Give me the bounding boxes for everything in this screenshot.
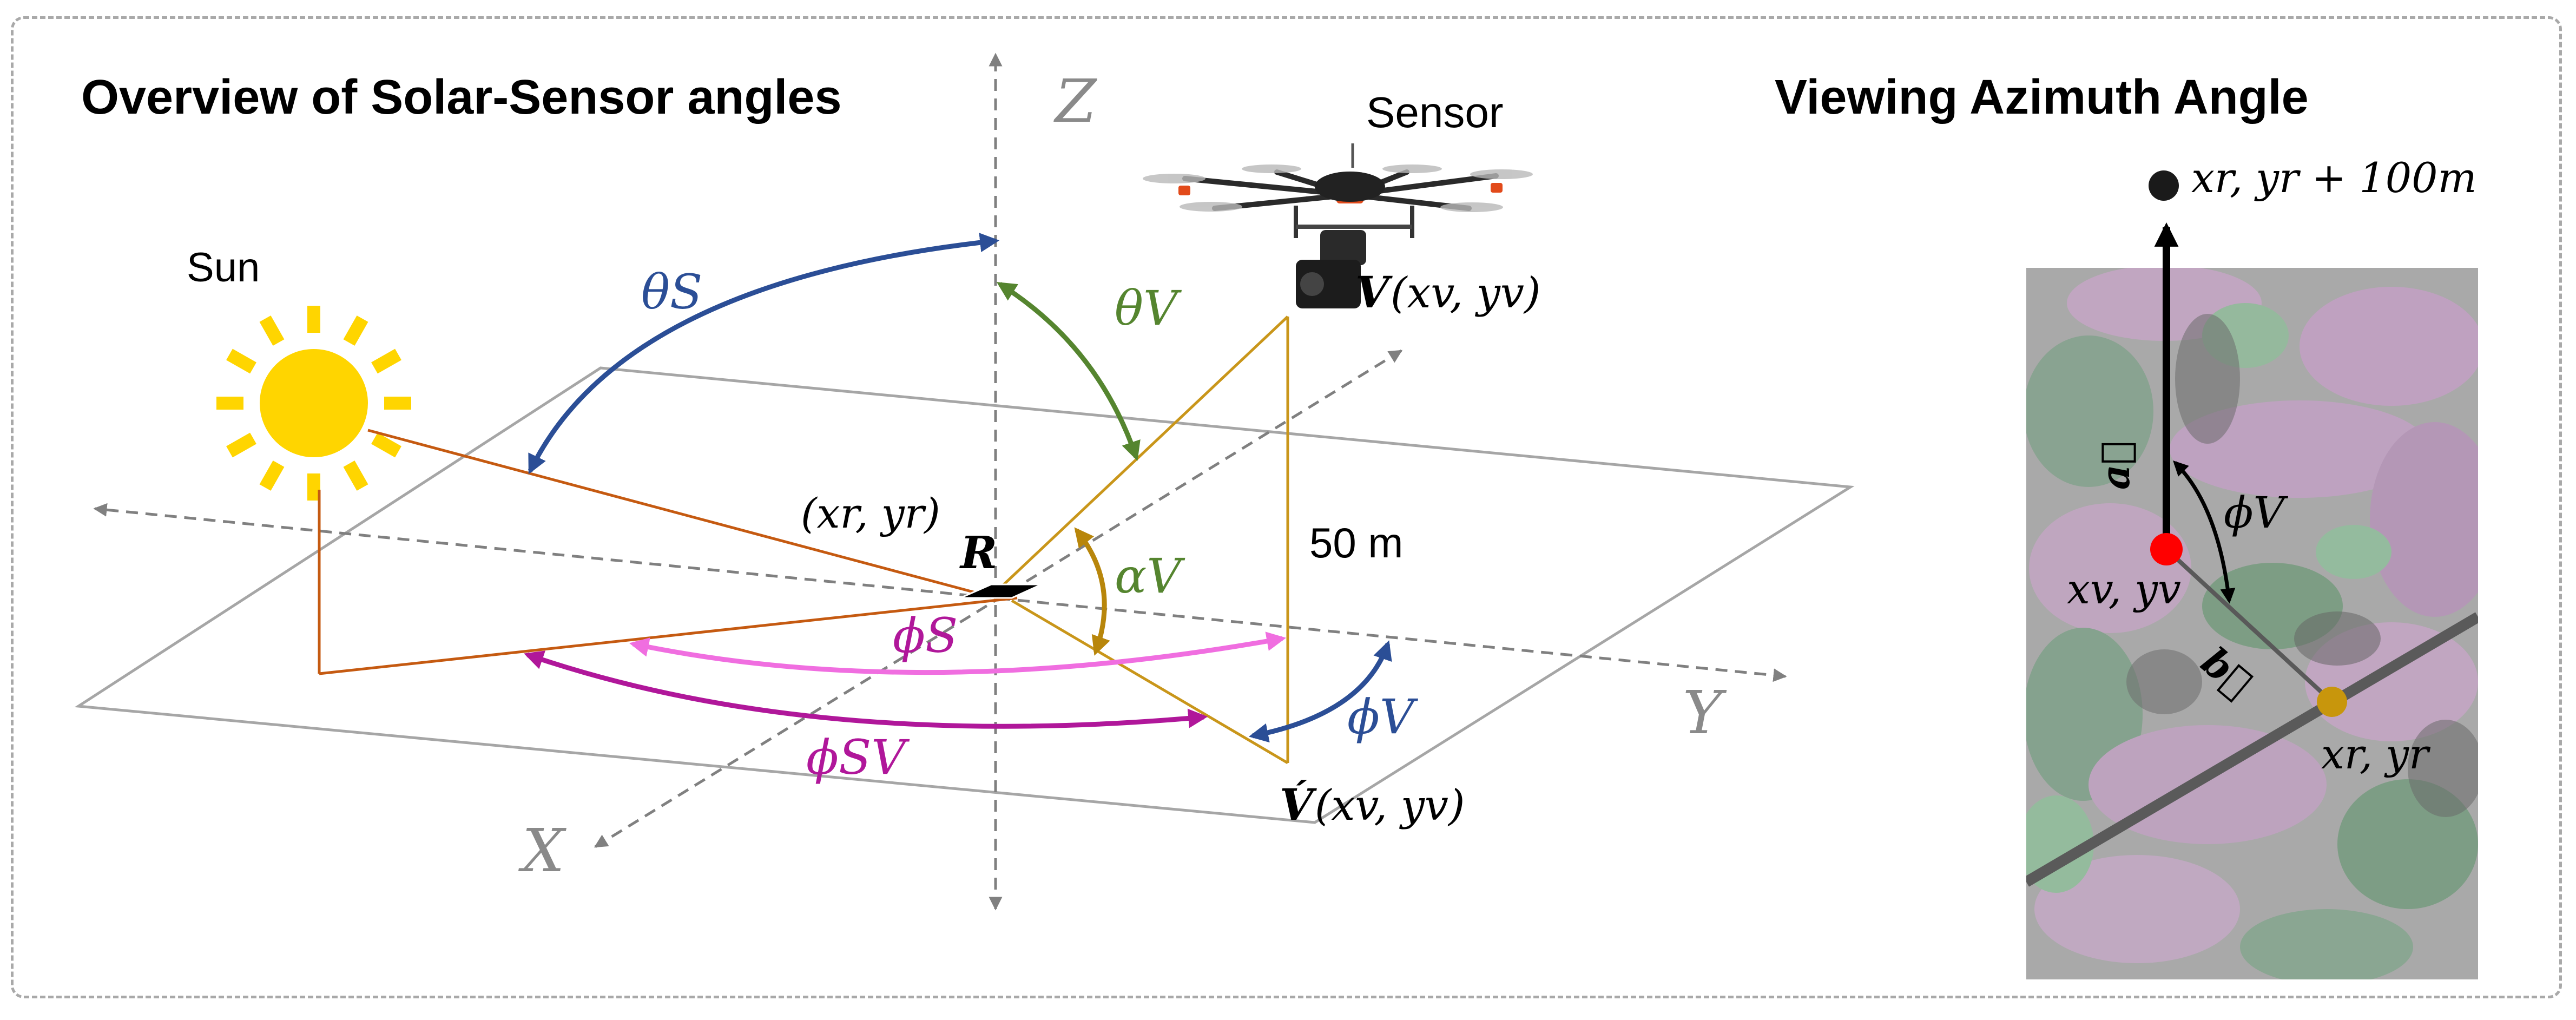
sensor-coords-label: (xv, yv): [1391, 269, 1540, 318]
phi-sv-arc: [524, 650, 1208, 729]
theta-v-label: θV: [1115, 280, 1182, 336]
svg-text:V: V: [1355, 267, 1393, 318]
right-panel-title: Viewing Azimuth Angle: [1775, 70, 2309, 124]
reference-coords-inset-label: xr, yr: [2321, 730, 2431, 778]
road-line: [2026, 612, 2478, 887]
projected-coords-label: (xv, yv): [1315, 781, 1465, 830]
north-point-label: xr, yr + 100m: [2191, 154, 2477, 202]
height-label: 50 m: [1309, 519, 1403, 567]
alpha-v-label: αV: [1115, 548, 1185, 604]
reference-point-label: R: [959, 527, 997, 579]
sensor-point-label: V (xv, yv): [1355, 267, 1540, 318]
axis-z-label: Z: [1053, 67, 1097, 136]
reference-point-marker: [2317, 687, 2347, 717]
left-panel: Overview of Solar-Sensor angles Z Y X: [74, 52, 1855, 911]
phi-v-inset-arc: [2173, 460, 2236, 604]
theta-v-arc: [996, 282, 1141, 461]
axis-x-label: X: [518, 816, 566, 885]
right-panel: Viewing Azimuth Angle: [1775, 70, 2478, 979]
reference-coords-label: (xr, yr): [801, 489, 940, 537]
phi-sv-label: ϕSV: [806, 729, 910, 785]
y-axis: [93, 503, 1787, 682]
figure-frame: [11, 16, 2562, 998]
projected-point-label: V́ (xv, yv): [1280, 779, 1465, 830]
sensor-label: Sensor: [1366, 88, 1503, 136]
sensor-geometry-lines: [1000, 315, 1289, 765]
phi-v-label: ϕV: [1347, 689, 1419, 745]
aerial-image: [2026, 268, 2478, 979]
svg-text:V́: V́: [1280, 779, 1317, 830]
sun-icon: [216, 306, 411, 501]
phi-v-arc: [1248, 640, 1392, 743]
phi-v-inset-label: ϕV: [2224, 488, 2289, 538]
sun-label: Sun: [187, 245, 260, 291]
vector-a-label: a⃗: [2092, 441, 2138, 490]
left-panel-title: Overview of Solar-Sensor angles: [81, 70, 842, 124]
sensor-point-marker: [2150, 533, 2183, 565]
north-point-marker: [2149, 170, 2179, 201]
phi-s-label: ϕS: [893, 608, 958, 663]
reference-patch: [960, 583, 1042, 599]
theta-s-arc: [528, 233, 1000, 475]
drone-sensor-icon: [1143, 143, 1533, 308]
theta-s-label: θS: [641, 264, 702, 320]
sensor-coords-inset-label: xv, yv: [2067, 565, 2181, 613]
axis-y-label: Y: [1683, 678, 1727, 747]
